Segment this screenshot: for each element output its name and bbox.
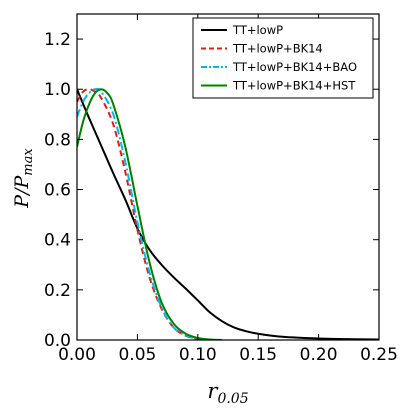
series-line-tt-lowp-bk14-bao (77, 87, 210, 340)
y-tick-label: 1.0 (44, 80, 71, 100)
y-tick-label: 1.2 (44, 30, 71, 50)
series-lines (77, 87, 379, 340)
x-tick-label: 0.15 (239, 345, 277, 365)
y-axis-title: P/Pmax (11, 148, 36, 209)
x-tick-label: 0.10 (179, 345, 217, 365)
x-tick-label: 0.20 (300, 345, 338, 365)
legend-label-tt-lowp-bk14: TT+lowP+BK14 (232, 42, 323, 56)
x-tick-label: 0.25 (360, 345, 398, 365)
y-tick-label: 0.0 (44, 331, 71, 351)
y-tick-label: 0.6 (44, 181, 71, 201)
y-tick-label: 0.2 (44, 281, 71, 301)
legend-label-tt-lowp-bk14-bao: TT+lowP+BK14+BAO (232, 60, 357, 74)
series-line-tt-lowp (77, 88, 379, 340)
plot-frame (76, 13, 380, 341)
y-tick-label: 0.8 (44, 130, 71, 150)
legend-label-tt-lowp-bk14-hst: TT+lowP+BK14+HST (232, 79, 356, 93)
series-line-tt-lowp-bk14 (77, 88, 210, 340)
x-tick-label: 0.05 (118, 345, 156, 365)
x-axis-title-main: r (207, 379, 219, 403)
x-axis-title-sub: 0.05 (217, 391, 248, 407)
legend-label-tt-lowp: TT+lowP (232, 23, 283, 37)
y-tick-label: 0.4 (44, 231, 71, 251)
y-axis-title-sub: max (21, 148, 36, 176)
legend: TT+lowP TT+lowP+BK14 TT+lowP+BK14+BAO TT+lo… (192, 17, 374, 99)
axis-ticks: 0.00 0.05 0.10 0.15 0.20 0.25 0.0 0.2 0.4 0.6 0.8 1… (44, 14, 398, 365)
y-axis-title-main: P/P (11, 175, 33, 209)
x-axis-title: r0.05 (207, 379, 248, 407)
series-line-tt-lowp-bk14-hst (77, 88, 222, 340)
x-tick-label: 0.00 (58, 345, 96, 365)
